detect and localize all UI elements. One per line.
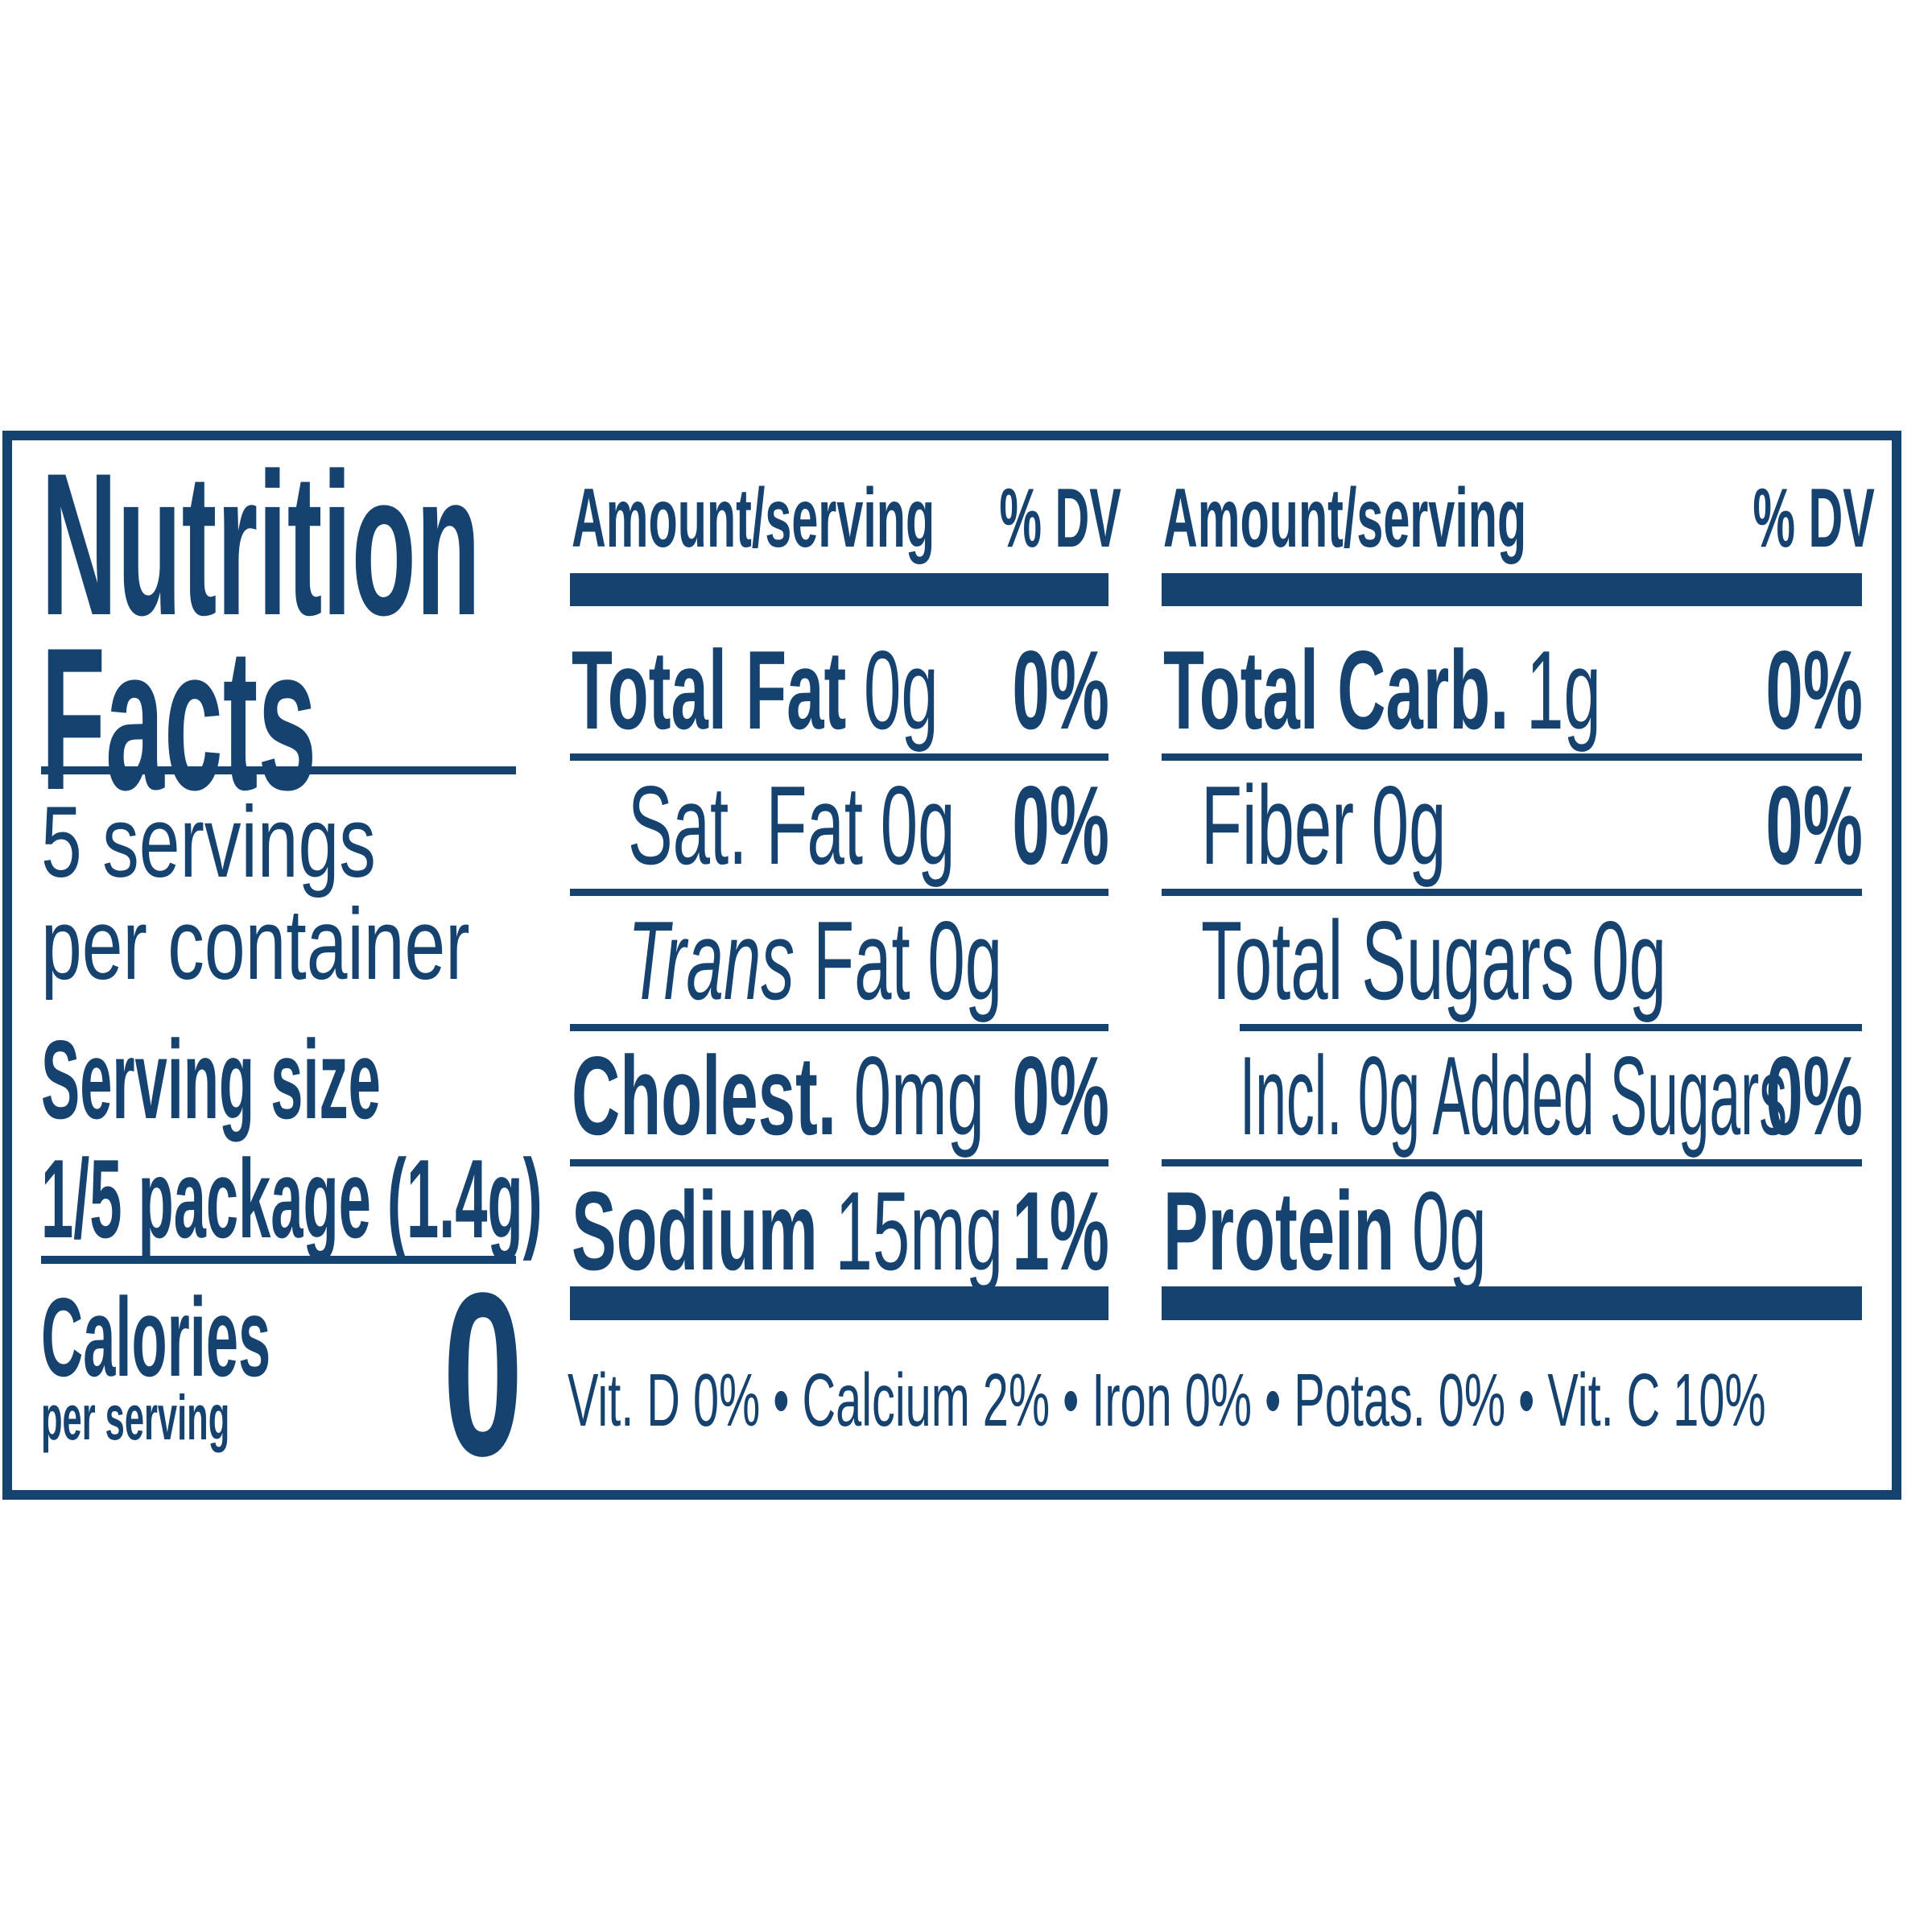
right-col-header-amount: Amount/serving (1163, 472, 1527, 565)
divider-under-serving-size (41, 1256, 516, 1264)
calories-label: Calories (41, 1275, 271, 1400)
left-col-header-dv: % DV (999, 472, 1121, 565)
title-line-2: Facts (41, 606, 317, 832)
left-col-top-bar (570, 573, 1108, 606)
row-sat-fat: Sat. Fat 0g (628, 763, 956, 888)
row-fiber: Fiber 0g (1201, 763, 1447, 888)
left-col-rule-2 (570, 889, 1108, 896)
right-col-rule-1 (1162, 753, 1862, 761)
dv-cholesterol: 0% (1012, 1034, 1109, 1158)
left-col-rule-1 (570, 753, 1108, 761)
servings-line-2: per container (41, 889, 470, 1001)
row-trans-fat: Trans Fat 0g (628, 898, 1003, 1023)
calories-value: 0 (443, 1245, 523, 1505)
row-total-sugars: Total Sugars 0g (1201, 898, 1667, 1023)
right-col-rule-4 (1162, 1159, 1862, 1166)
right-col-header-dv: % DV (1752, 472, 1875, 565)
row-sodium: Sodium 15mg (572, 1169, 1004, 1294)
right-col-top-bar (1162, 573, 1862, 606)
row-total-carb: Total Carb. 1g (1163, 628, 1601, 753)
right-col-rule-2 (1162, 889, 1862, 896)
dv-total-fat: 0% (1012, 628, 1109, 753)
calories-sublabel: per serving (41, 1381, 230, 1453)
label-border (2, 431, 1901, 1500)
row-total-fat: Total Fat 0g (572, 628, 939, 753)
row-protein: Protein 0g (1163, 1169, 1487, 1294)
serving-size-label: Serving size (41, 1018, 381, 1142)
servings-line-1: 5 servings (41, 786, 376, 898)
left-col-bottom-bar (570, 1286, 1108, 1320)
title-line-1: Nutrition (41, 431, 481, 658)
dv-added-sugars: 0% (1765, 1034, 1863, 1158)
right-col-rule-3-indented (1240, 1024, 1862, 1031)
dv-sodium: 1% (1012, 1169, 1109, 1294)
dv-total-carb: 0% (1765, 628, 1863, 753)
right-col-bottom-bar (1162, 1286, 1862, 1320)
serving-size-value: 1/5 package (1.4g) (41, 1137, 543, 1261)
micronutrients-line: Vit. D 0% • Calcium 2% • Iron 0% • Potas… (568, 1358, 1766, 1442)
left-col-header-amount: Amount/serving (572, 472, 935, 565)
row-cholesterol: Cholest. 0mg (572, 1034, 985, 1158)
left-col-rule-3 (570, 1024, 1108, 1031)
left-col-rule-4 (570, 1159, 1108, 1166)
dv-sat-fat: 0% (1012, 763, 1109, 888)
divider-under-title (41, 766, 516, 774)
row-added-sugars: Incl. 0g Added Sugars (1240, 1034, 1788, 1158)
dv-fiber: 0% (1765, 763, 1863, 888)
